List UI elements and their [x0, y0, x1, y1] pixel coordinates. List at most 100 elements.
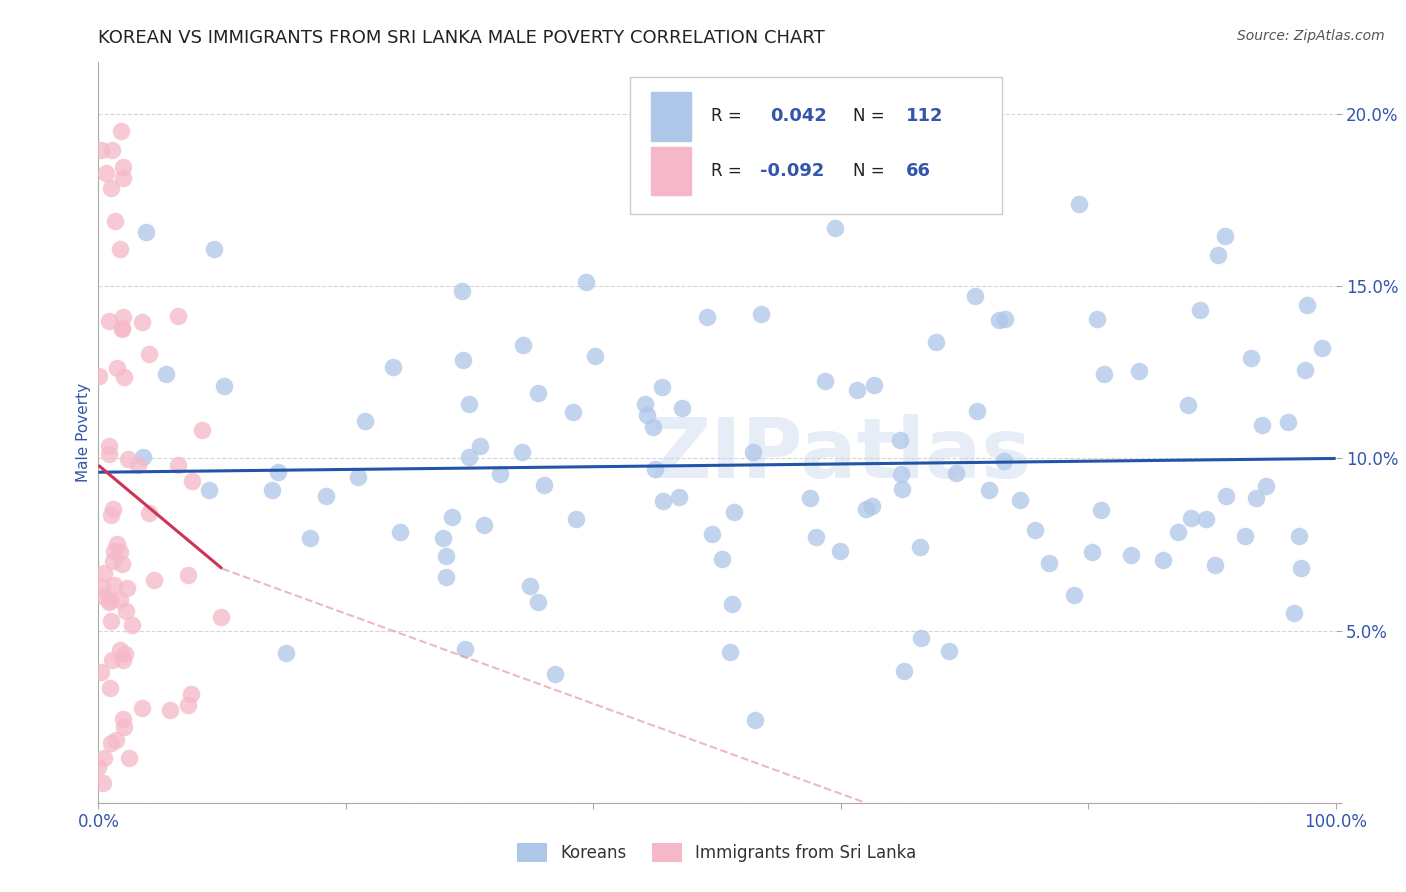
- Point: [474, 518, 496, 533]
- Point: [700, 527, 723, 541]
- Point: [87, 760, 110, 774]
- Point: [108, 593, 131, 607]
- Point: [544, 666, 567, 681]
- Point: [117, 452, 139, 467]
- Point: [97, 439, 120, 453]
- Point: [458, 450, 481, 465]
- Point: [1128, 364, 1150, 378]
- Point: [100, 615, 122, 629]
- Point: [451, 352, 474, 367]
- Point: [860, 500, 883, 514]
- Point: [131, 315, 153, 329]
- Text: ZIPatlas: ZIPatlas: [651, 414, 1031, 495]
- Point: [381, 359, 404, 374]
- Point: [575, 276, 598, 290]
- Point: [585, 349, 607, 363]
- Point: [104, 213, 127, 227]
- Text: N =: N =: [853, 108, 890, 126]
- Point: [267, 465, 290, 479]
- Bar: [651, 147, 692, 195]
- Point: [925, 334, 948, 349]
- Point: [742, 445, 765, 459]
- Point: [105, 537, 128, 551]
- Point: [453, 642, 475, 657]
- Point: [112, 160, 135, 174]
- Point: [1240, 351, 1263, 365]
- Point: [994, 312, 1017, 326]
- Point: [299, 531, 322, 545]
- Text: 66: 66: [907, 162, 931, 180]
- Point: [108, 643, 131, 657]
- Point: [651, 380, 673, 394]
- Point: [1008, 493, 1031, 508]
- Point: [910, 632, 932, 646]
- Y-axis label: Male Poverty: Male Poverty: [76, 383, 91, 483]
- Point: [1189, 303, 1212, 318]
- Point: [643, 419, 665, 434]
- Point: [527, 386, 550, 401]
- Point: [198, 483, 221, 497]
- Point: [1195, 512, 1218, 526]
- Point: [450, 285, 472, 299]
- Point: [966, 404, 988, 418]
- Point: [98, 314, 121, 328]
- Point: [1294, 363, 1316, 377]
- Point: [112, 712, 135, 726]
- Point: [1085, 312, 1108, 326]
- Text: N =: N =: [853, 162, 890, 180]
- Text: -0.092: -0.092: [761, 162, 825, 180]
- FancyBboxPatch shape: [630, 78, 1001, 214]
- Point: [564, 511, 586, 525]
- Point: [98, 448, 121, 462]
- Point: [96, 166, 118, 180]
- Point: [101, 653, 124, 667]
- Point: [143, 574, 166, 588]
- Point: [115, 581, 138, 595]
- Point: [202, 242, 225, 256]
- Point: [260, 483, 283, 498]
- Point: [110, 243, 132, 257]
- Point: [103, 544, 125, 558]
- Point: [353, 414, 375, 428]
- Text: KOREAN VS IMMIGRANTS FROM SRI LANKA MALE POVERTY CORRELATION CHART: KOREAN VS IMMIGRANTS FROM SRI LANKA MALE…: [98, 29, 825, 47]
- Point: [1284, 606, 1306, 620]
- Point: [112, 369, 135, 384]
- Point: [93, 566, 115, 581]
- Point: [110, 124, 132, 138]
- Point: [1063, 588, 1085, 602]
- Point: [671, 401, 693, 416]
- Bar: [651, 93, 692, 141]
- Point: [91, 776, 114, 790]
- Point: [1152, 553, 1174, 567]
- Point: [432, 532, 454, 546]
- Point: [945, 467, 967, 481]
- Point: [440, 510, 463, 524]
- Point: [1206, 248, 1229, 262]
- Point: [97, 595, 120, 609]
- Point: [1289, 561, 1312, 575]
- Point: [436, 570, 458, 584]
- Point: [562, 405, 585, 419]
- Point: [824, 220, 846, 235]
- Point: [977, 483, 1000, 498]
- Point: [98, 592, 121, 607]
- Point: [718, 645, 741, 659]
- Point: [863, 377, 886, 392]
- Point: [1215, 489, 1237, 503]
- Text: 112: 112: [907, 108, 943, 126]
- Point: [1288, 529, 1310, 543]
- Point: [696, 310, 718, 324]
- Point: [908, 540, 931, 554]
- Point: [893, 664, 915, 678]
- Point: [118, 751, 141, 765]
- Point: [100, 143, 122, 157]
- Point: [87, 368, 110, 383]
- Point: [721, 597, 744, 611]
- Point: [1081, 545, 1104, 559]
- Point: [1250, 417, 1272, 432]
- Point: [347, 470, 370, 484]
- Point: [1244, 491, 1267, 506]
- Point: [191, 423, 214, 437]
- Point: [987, 313, 1010, 327]
- Point: [1177, 398, 1199, 412]
